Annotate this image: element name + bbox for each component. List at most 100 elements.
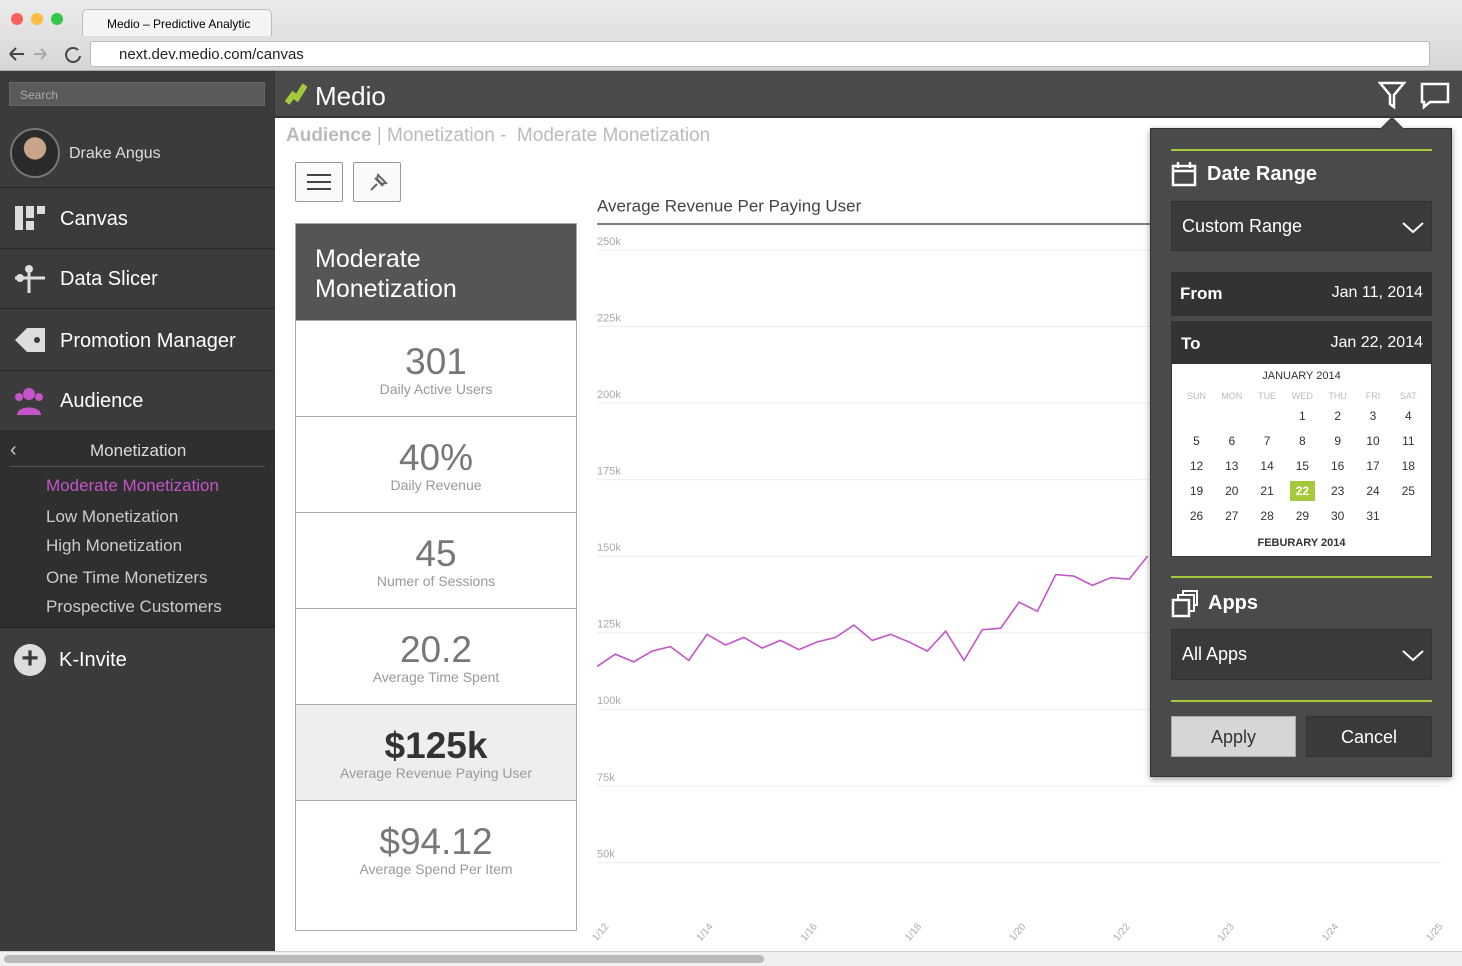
calendar-day[interactable]: 7	[1263, 434, 1271, 448]
calendar-day[interactable]: 1	[1299, 409, 1306, 423]
calendar-day[interactable]: 16	[1331, 459, 1345, 473]
calendar-day[interactable]: 20	[1225, 484, 1239, 498]
calendar-day[interactable]: 8	[1299, 434, 1306, 448]
kpi-label: Average Revenue Paying User	[340, 765, 532, 781]
user-row[interactable]: Drake Angus	[0, 118, 275, 188]
calendar-day[interactable]: 30	[1331, 509, 1345, 523]
calendar-day[interactable]: 14	[1260, 459, 1274, 473]
nav-icon	[15, 265, 45, 293]
calendar-day[interactable]: 24	[1366, 484, 1380, 498]
apply-button[interactable]: Apply	[1171, 716, 1296, 757]
calendar-day[interactable]: 25	[1401, 484, 1415, 498]
from-date: Jan 11, 2014	[1331, 284, 1423, 301]
calendar-day[interactable]: 21	[1260, 484, 1274, 498]
calendar-next-month: FEBURARY 2014	[1257, 537, 1346, 549]
pin-button[interactable]	[353, 162, 401, 202]
scrollbar	[0, 951, 1462, 966]
header-icons	[1378, 81, 1450, 110]
calendar-day[interactable]: 6	[1228, 434, 1236, 448]
submenu-item[interactable]: Prospective Customers	[46, 597, 222, 616]
apps-select[interactable]: All Apps	[1171, 629, 1432, 680]
calendar-day[interactable]: 23	[1331, 484, 1345, 498]
brand: Medio	[315, 81, 386, 111]
to-row[interactable]: To Jan 22, 2014	[1172, 322, 1431, 364]
to-label: To	[1181, 334, 1201, 353]
calendar-day[interactable]: 4	[1404, 409, 1412, 423]
avatar	[10, 128, 60, 178]
nav-buttons	[9, 47, 81, 63]
breadcrumb-root[interactable]: Audience	[286, 125, 372, 146]
kpi-value: 20.2	[399, 629, 472, 670]
calendar-month: JANUARY 2014	[1262, 370, 1341, 382]
calendar-day[interactable]: 27	[1225, 509, 1239, 523]
calendar-day[interactable]: 13	[1225, 459, 1239, 473]
x-tick-label: 1/20	[1007, 921, 1028, 943]
nav-item[interactable]: Audience	[0, 371, 275, 431]
calendar-day[interactable]: 5	[1193, 434, 1200, 448]
x-tick-label: 1/12	[590, 921, 611, 943]
breadcrumb-path: Monetization - Moderate Monetization	[387, 125, 711, 146]
date-range-select[interactable]: Custom Range	[1171, 201, 1432, 251]
calendar-day[interactable]: 17	[1366, 459, 1380, 473]
apps-icon	[1171, 590, 1198, 618]
kpi-value: 301	[405, 341, 467, 382]
submenu-item[interactable]: High Monetization	[46, 536, 183, 555]
submenu-item[interactable]: Low Monetization	[46, 507, 179, 526]
calendar-day[interactable]: 10	[1366, 434, 1380, 448]
chevron	[1402, 650, 1424, 662]
menu-icon	[307, 174, 331, 190]
divider	[1171, 149, 1432, 151]
nav-item[interactable]: + K-Invite	[0, 629, 275, 689]
sidebar: Search Drake Angus Canvas Data Slicer Promot…	[0, 71, 275, 951]
calendar-day[interactable]: 18	[1401, 459, 1415, 473]
weekday-label: TUE	[1258, 391, 1277, 401]
scroll-thumb[interactable]	[4, 955, 764, 963]
x-tick-label: 1/25	[1424, 921, 1445, 943]
address-bar[interactable]: next.dev.medio.com/canvas	[90, 41, 1430, 67]
back-chevron[interactable]: ‹	[10, 439, 17, 461]
kpi-value: $94.12	[379, 821, 493, 862]
select-value: Custom Range	[1182, 216, 1303, 236]
from-row[interactable]: From Jan 11, 2014	[1171, 272, 1432, 316]
breadcrumb-separator: |	[376, 125, 382, 146]
calendar-day[interactable]: 26	[1189, 509, 1204, 523]
submenu-item[interactable]: One Time Monetizers	[46, 568, 208, 587]
search-box[interactable]: Search	[9, 82, 265, 106]
calendar-day[interactable]: 11	[1402, 434, 1415, 448]
nav-item[interactable]: Data Slicer	[0, 249, 275, 309]
chevron	[1402, 222, 1424, 234]
nav-item[interactable]: Promotion Manager	[0, 311, 275, 371]
to-date: Jan 22, 2014	[1330, 334, 1423, 351]
calendar-day[interactable]: 29	[1295, 509, 1310, 523]
y-tick-label: 225k	[597, 312, 621, 324]
menu-button[interactable]	[295, 162, 343, 202]
kpi-card: $125k Average Revenue Paying User	[296, 704, 576, 800]
calendar-day[interactable]: 19	[1189, 484, 1204, 498]
cancel-button[interactable]: Cancel	[1306, 716, 1432, 757]
submenu-item[interactable]: Moderate Monetization	[46, 476, 219, 495]
nav-item[interactable]: Canvas	[0, 189, 275, 249]
pin-icon	[370, 173, 388, 191]
nav-icon	[15, 206, 45, 230]
nav-icon: +	[14, 644, 46, 676]
chart-title: Average Revenue Per Paying User	[597, 196, 862, 215]
kpi-label: Average Time Spent	[372, 669, 500, 685]
y-tick-label: 100k	[597, 695, 621, 707]
calendar-day[interactable]: 22	[1289, 481, 1315, 501]
submenu: ‹ Monetization Moderate Monetization Low Mo…	[0, 431, 275, 628]
weekday-label: WED	[1291, 391, 1313, 401]
calendar-day[interactable]: 12	[1189, 459, 1204, 473]
browser-tab[interactable]: Medio – Predictive Analytic	[82, 9, 272, 36]
calendar-day[interactable]: 15	[1295, 459, 1310, 473]
submenu-divider	[10, 466, 265, 467]
calendar-day[interactable]: 31	[1366, 509, 1380, 523]
series-line	[596, 555, 1149, 668]
calendar-day[interactable]: 2	[1334, 409, 1342, 423]
calendar-day[interactable]: 9	[1334, 434, 1342, 448]
calendar-day[interactable]: 28	[1260, 509, 1274, 523]
x-tick-label: 1/14	[695, 921, 716, 943]
calendar-day[interactable]: 3	[1369, 409, 1377, 423]
weekday-label: SAT	[1399, 391, 1417, 401]
user-name: Drake Angus	[69, 145, 161, 162]
submenu-title: Monetization	[90, 441, 187, 460]
